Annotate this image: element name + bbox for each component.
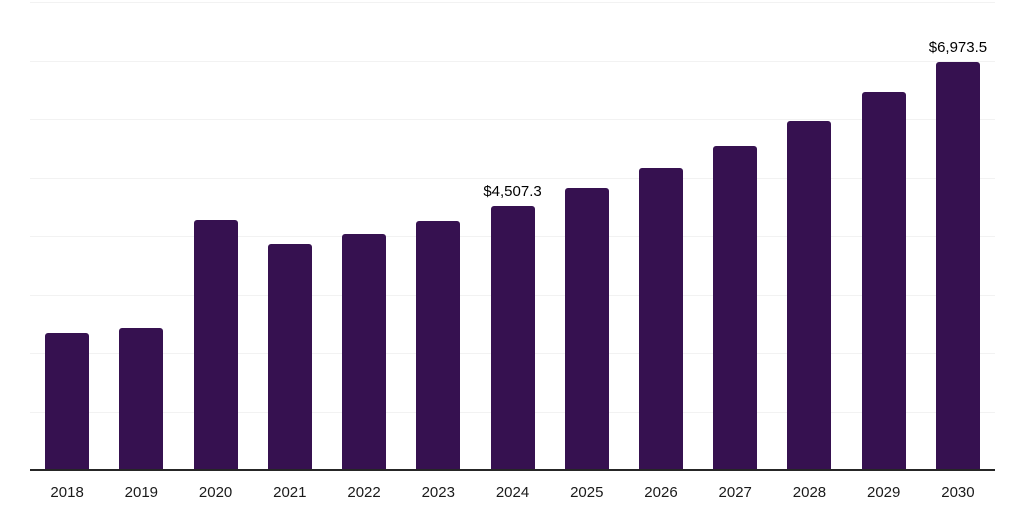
bar-slot-2027 bbox=[698, 2, 772, 470]
x-tick-2026: 2026 bbox=[644, 484, 678, 501]
bar-2018 bbox=[45, 332, 90, 470]
x-tick-2025: 2025 bbox=[570, 484, 604, 501]
gridline-7000 bbox=[30, 60, 995, 62]
bar-2020 bbox=[193, 220, 238, 470]
x-axis-labels: 2018 2019 2020 2021 2022 2023 2024 2025 2026 2027… bbox=[30, 484, 995, 501]
plot-area: $4,507.3 $6,973.5 bbox=[30, 2, 995, 471]
data-label-2030: $6,973.5 bbox=[928, 39, 988, 57]
bar-2025 bbox=[564, 188, 609, 470]
x-tick-2021: 2021 bbox=[273, 484, 307, 501]
bar-slot-2020 bbox=[178, 2, 252, 470]
gridline-8000 bbox=[30, 2, 995, 3]
bar-slot-2025 bbox=[550, 2, 624, 470]
x-tick-2028: 2028 bbox=[792, 484, 827, 501]
bar-2023 bbox=[416, 220, 461, 470]
bar-2022 bbox=[342, 233, 387, 470]
bar-slot-2023 bbox=[401, 2, 475, 470]
bar-2021 bbox=[267, 244, 312, 470]
bar-2019 bbox=[119, 327, 164, 470]
bar-2024 bbox=[490, 206, 535, 470]
bar-slot-2022 bbox=[327, 2, 401, 470]
bar-2030 bbox=[935, 62, 980, 470]
bar-slot-2028 bbox=[772, 2, 846, 470]
gridline-5000 bbox=[30, 177, 995, 179]
bar-2029 bbox=[861, 92, 906, 470]
x-tick-2018: 2018 bbox=[50, 484, 84, 501]
bar-2028 bbox=[787, 121, 832, 470]
bar-2026 bbox=[638, 168, 683, 470]
x-tick-2027: 2027 bbox=[718, 484, 752, 501]
bars-container: $4,507.3 $6,973.5 bbox=[30, 2, 995, 470]
bar-slot-2029 bbox=[847, 2, 921, 470]
bar-slot-2021 bbox=[253, 2, 327, 470]
bar-slot-2026 bbox=[624, 2, 698, 470]
bar-slot-2018 bbox=[30, 2, 104, 470]
x-tick-2030: 2030 bbox=[941, 484, 975, 501]
data-label-2024: $4,507.3 bbox=[483, 183, 542, 201]
bar-slot-2024: $4,507.3 bbox=[475, 2, 549, 470]
x-tick-2024: 2024 bbox=[495, 484, 530, 501]
x-axis-line bbox=[30, 469, 995, 471]
bar-slot-2019 bbox=[104, 2, 178, 470]
bar-2027 bbox=[713, 145, 758, 470]
x-tick-2020: 2020 bbox=[198, 484, 233, 501]
bar-slot-2030: $6,973.5 bbox=[921, 2, 995, 470]
gridline-6000 bbox=[30, 119, 995, 120]
x-tick-2022: 2022 bbox=[347, 484, 381, 501]
x-tick-2019: 2019 bbox=[124, 484, 159, 501]
x-tick-2023: 2023 bbox=[421, 484, 455, 501]
x-tick-2029: 2029 bbox=[867, 484, 901, 501]
